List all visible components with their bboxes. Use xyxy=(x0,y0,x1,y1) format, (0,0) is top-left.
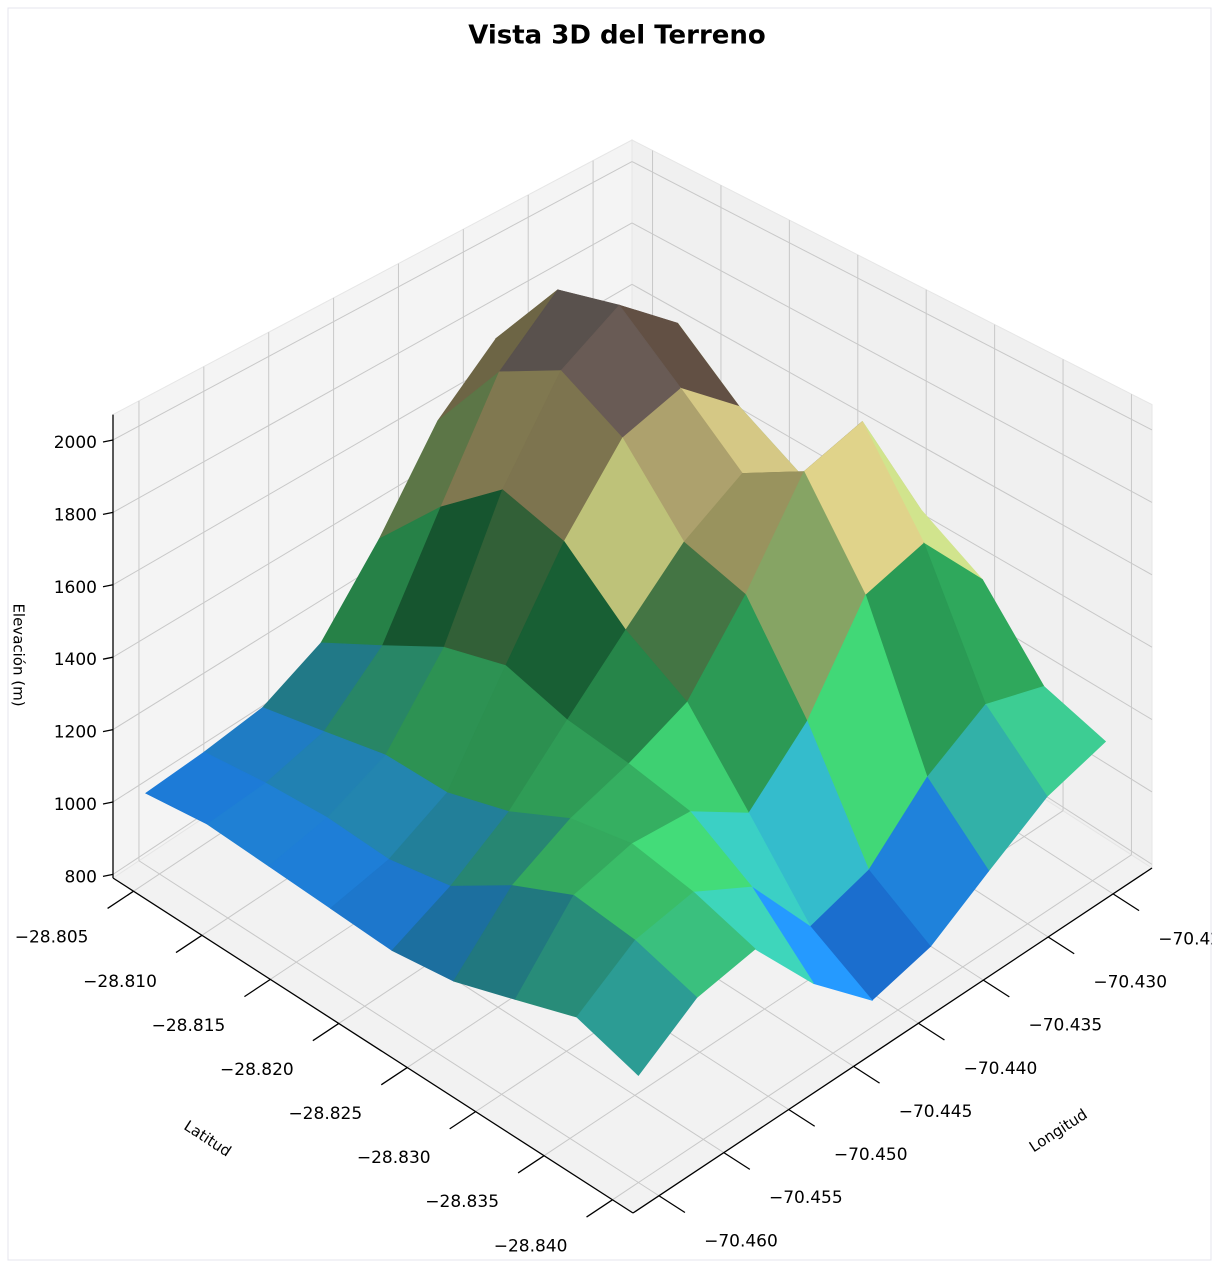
x-tick-label: −70.435 xyxy=(1028,1016,1102,1036)
x-tick-label: −70.460 xyxy=(704,1231,778,1251)
x-tick-label: −70.455 xyxy=(769,1188,843,1208)
x-tick-label: −70.445 xyxy=(899,1102,973,1122)
z-axis-label: Elevación (m) xyxy=(10,603,28,706)
z-tick-label: 1400 xyxy=(54,650,97,670)
x-tick-label: −70.450 xyxy=(834,1145,908,1165)
y-tick-label: −28.825 xyxy=(288,1104,362,1124)
z-tick-label: 2000 xyxy=(54,433,97,453)
x-tick-label: −70.440 xyxy=(964,1059,1038,1079)
z-tick-label: 800 xyxy=(65,867,97,887)
z-tick-label: 1600 xyxy=(54,578,97,598)
z-tick-label: 1200 xyxy=(54,723,97,743)
y-tick-label: −28.810 xyxy=(83,972,157,992)
x-tick-label: −70.430 xyxy=(1093,973,1167,993)
y-tick-label: −28.830 xyxy=(357,1148,431,1168)
y-tick-label: −28.840 xyxy=(494,1236,568,1256)
y-tick-label: −28.820 xyxy=(220,1060,294,1080)
z-tick-label: 1000 xyxy=(54,795,97,815)
z-tick-label: 1800 xyxy=(54,505,97,525)
chart: Vista 3D del Terreno −70.460 −70.455 −70.4… xyxy=(0,0,1212,1261)
y-tick-label: −28.805 xyxy=(15,928,89,948)
chart-title: Vista 3D del Terreno xyxy=(468,21,766,51)
y-tick-label: −28.835 xyxy=(425,1192,499,1212)
x-tick-label: −70.425 xyxy=(1158,929,1212,949)
y-tick-label: −28.815 xyxy=(152,1016,226,1036)
